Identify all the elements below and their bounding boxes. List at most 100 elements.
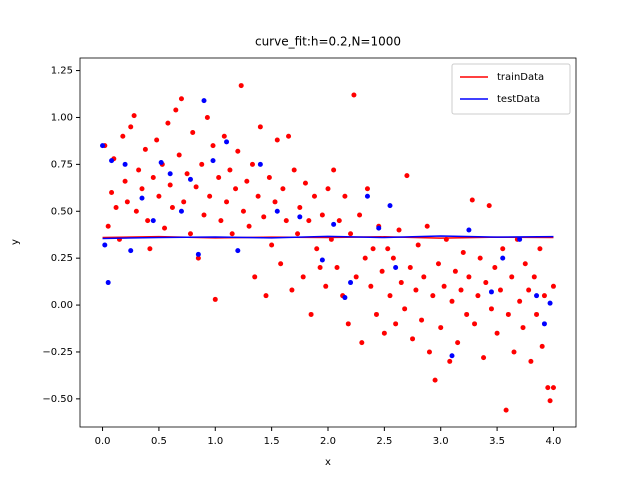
data-point bbox=[244, 178, 250, 184]
data-point bbox=[466, 227, 472, 233]
data-point bbox=[547, 300, 553, 306]
data-point bbox=[204, 114, 210, 120]
x-tick-label: 1.0 bbox=[207, 436, 223, 447]
data-point bbox=[531, 274, 537, 280]
data-point bbox=[120, 133, 126, 139]
data-point bbox=[263, 293, 269, 299]
data-point bbox=[379, 268, 385, 274]
data-point bbox=[517, 236, 523, 242]
data-point bbox=[449, 353, 455, 359]
x-tick-label: 2.0 bbox=[320, 436, 336, 447]
data-point bbox=[187, 176, 193, 182]
x-tick-label: 0.5 bbox=[151, 436, 167, 447]
data-point bbox=[136, 167, 142, 173]
data-point bbox=[455, 340, 461, 346]
data-point bbox=[246, 223, 252, 229]
data-point bbox=[415, 242, 421, 248]
data-point bbox=[368, 283, 374, 289]
data-point bbox=[393, 321, 399, 327]
data-point bbox=[387, 293, 393, 299]
data-point bbox=[252, 274, 258, 280]
x-tick-label: 2.5 bbox=[376, 436, 392, 447]
data-point bbox=[201, 98, 207, 104]
data-point bbox=[100, 143, 106, 149]
data-point bbox=[381, 330, 387, 336]
data-point bbox=[336, 218, 342, 224]
x-tick-label: 4.0 bbox=[546, 436, 562, 447]
data-point bbox=[477, 255, 483, 261]
data-point bbox=[537, 246, 543, 252]
plot-frame bbox=[79, 57, 577, 428]
data-point bbox=[364, 186, 370, 192]
data-point bbox=[396, 227, 402, 233]
data-point bbox=[342, 193, 348, 199]
data-point bbox=[257, 161, 263, 167]
data-point bbox=[139, 195, 145, 201]
data-point bbox=[291, 167, 297, 173]
y-tick-label: 1.25 bbox=[51, 66, 73, 77]
y-axis-label: y bbox=[10, 239, 21, 245]
data-point bbox=[410, 336, 416, 342]
data-point bbox=[449, 298, 455, 304]
data-point bbox=[257, 124, 263, 130]
data-point bbox=[297, 214, 303, 220]
data-point bbox=[520, 325, 526, 331]
data-point bbox=[503, 407, 509, 413]
data-point bbox=[109, 158, 115, 164]
data-point bbox=[421, 274, 427, 280]
data-point bbox=[165, 120, 171, 126]
data-point bbox=[353, 274, 359, 280]
data-point bbox=[147, 246, 153, 252]
data-point bbox=[550, 283, 556, 289]
data-point bbox=[509, 274, 515, 280]
data-point bbox=[331, 221, 337, 227]
data-point bbox=[393, 265, 399, 271]
data-point bbox=[488, 289, 494, 295]
fit-line bbox=[102, 235, 554, 240]
data-point bbox=[308, 311, 314, 317]
data-point bbox=[286, 133, 292, 139]
data-point bbox=[218, 218, 224, 224]
data-point bbox=[283, 218, 289, 224]
legend-label: testData bbox=[497, 94, 540, 105]
data-point bbox=[376, 225, 382, 231]
data-point bbox=[390, 255, 396, 261]
data-point bbox=[458, 287, 464, 293]
data-point bbox=[452, 268, 458, 274]
data-point bbox=[272, 199, 278, 205]
data-point bbox=[505, 311, 511, 317]
data-point bbox=[128, 124, 134, 130]
data-point bbox=[541, 321, 547, 327]
data-point bbox=[348, 231, 354, 237]
data-point bbox=[131, 113, 137, 119]
data-point bbox=[289, 287, 295, 293]
data-point bbox=[511, 349, 517, 355]
data-point bbox=[526, 287, 532, 293]
data-point bbox=[475, 293, 481, 299]
data-point bbox=[181, 199, 187, 205]
data-point bbox=[319, 212, 325, 218]
data-point bbox=[210, 158, 216, 164]
data-point bbox=[438, 325, 444, 331]
data-point bbox=[464, 311, 470, 317]
data-point bbox=[447, 358, 453, 364]
data-point bbox=[550, 385, 556, 391]
data-point bbox=[235, 248, 241, 254]
data-point bbox=[187, 231, 193, 237]
x-tick-label: 1.5 bbox=[264, 436, 280, 447]
data-point bbox=[323, 283, 329, 289]
legend-label: trainData bbox=[497, 72, 544, 83]
data-point bbox=[430, 293, 436, 299]
data-point bbox=[364, 193, 370, 199]
data-point bbox=[190, 129, 196, 135]
data-point bbox=[128, 248, 134, 254]
data-point bbox=[162, 225, 168, 231]
data-point bbox=[413, 287, 419, 293]
data-point bbox=[178, 96, 184, 102]
data-point bbox=[139, 186, 145, 192]
y-tick-label: −0.25 bbox=[42, 347, 73, 358]
data-point bbox=[385, 246, 391, 252]
data-point bbox=[216, 174, 222, 180]
data-point bbox=[357, 212, 363, 218]
